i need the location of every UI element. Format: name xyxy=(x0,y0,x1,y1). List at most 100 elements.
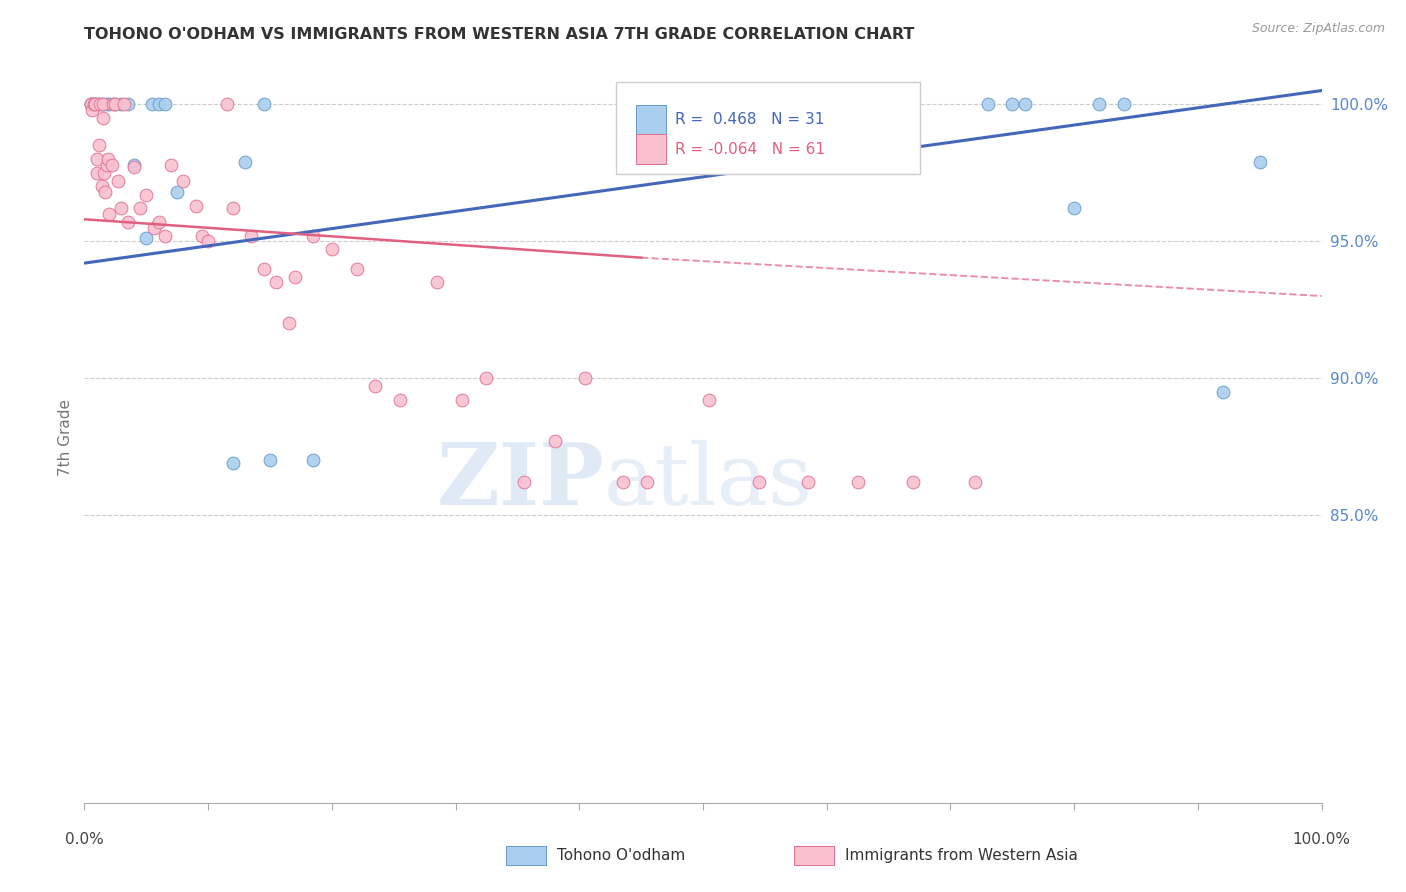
Text: Tohono O'odham: Tohono O'odham xyxy=(557,848,685,863)
Point xyxy=(184,198,207,212)
Point xyxy=(1249,154,1271,169)
Point xyxy=(122,160,145,174)
Text: atlas: atlas xyxy=(605,440,813,523)
Point xyxy=(1063,202,1085,216)
Point xyxy=(98,97,121,112)
Point xyxy=(1014,97,1036,112)
Point xyxy=(172,174,194,188)
Point xyxy=(748,475,770,490)
Point xyxy=(89,97,111,112)
Point xyxy=(222,456,245,470)
Point xyxy=(233,154,256,169)
Point xyxy=(222,202,245,216)
Point xyxy=(612,475,634,490)
Point xyxy=(302,453,325,467)
Point xyxy=(79,97,101,112)
Point xyxy=(284,269,307,284)
Text: TOHONO O'ODHAM VS IMMIGRANTS FROM WESTERN ASIA 7TH GRADE CORRELATION CHART: TOHONO O'ODHAM VS IMMIGRANTS FROM WESTER… xyxy=(84,27,915,42)
Point xyxy=(302,228,325,243)
Point xyxy=(160,157,183,171)
Point xyxy=(104,97,127,112)
Text: 100.0%: 100.0% xyxy=(1292,832,1351,847)
Point xyxy=(846,475,869,490)
Point xyxy=(197,234,219,248)
Point xyxy=(253,261,276,276)
Point xyxy=(142,220,165,235)
Point xyxy=(965,475,987,490)
Point xyxy=(80,103,103,117)
Point xyxy=(112,97,135,112)
Point xyxy=(117,215,139,229)
Point xyxy=(321,243,343,257)
Point xyxy=(253,97,276,112)
Point xyxy=(79,97,101,112)
Point xyxy=(96,157,118,171)
Point xyxy=(797,475,820,490)
Point xyxy=(86,152,108,166)
Point xyxy=(89,138,111,153)
Point xyxy=(153,97,176,112)
Point xyxy=(1112,97,1135,112)
Point xyxy=(976,97,998,112)
Point xyxy=(426,275,449,289)
Text: Immigrants from Western Asia: Immigrants from Western Asia xyxy=(845,848,1078,863)
Point xyxy=(166,185,188,199)
FancyBboxPatch shape xyxy=(636,135,666,164)
Point xyxy=(364,379,387,393)
Point xyxy=(240,228,263,243)
Point xyxy=(697,393,720,408)
Point xyxy=(86,166,108,180)
Point xyxy=(1212,384,1234,399)
Point xyxy=(1088,97,1111,112)
Text: ZIP: ZIP xyxy=(436,439,605,523)
Point xyxy=(903,475,925,490)
Point xyxy=(148,97,170,112)
Point xyxy=(93,166,115,180)
Text: 0.0%: 0.0% xyxy=(65,832,104,847)
Point xyxy=(512,475,534,490)
Point xyxy=(574,371,596,385)
Point xyxy=(104,97,127,112)
Text: R = -0.064   N = 61: R = -0.064 N = 61 xyxy=(675,142,824,157)
Point xyxy=(636,475,658,490)
Point xyxy=(346,261,368,276)
Point xyxy=(86,97,108,112)
Point xyxy=(135,231,157,245)
Point xyxy=(450,393,472,408)
Point xyxy=(135,187,157,202)
Point xyxy=(815,97,838,112)
Point xyxy=(388,393,411,408)
Point xyxy=(543,434,565,449)
Point xyxy=(89,97,111,112)
Point xyxy=(98,207,121,221)
Point xyxy=(259,453,281,467)
Point xyxy=(91,97,114,112)
Point xyxy=(475,371,498,385)
Point xyxy=(84,97,107,112)
Text: R =  0.468   N = 31: R = 0.468 N = 31 xyxy=(675,112,824,128)
Point xyxy=(107,174,129,188)
Y-axis label: 7th Grade: 7th Grade xyxy=(58,399,73,475)
Point xyxy=(94,185,117,199)
Point xyxy=(96,97,118,112)
FancyBboxPatch shape xyxy=(636,105,666,135)
Point xyxy=(91,111,114,125)
Point xyxy=(872,97,894,112)
Point xyxy=(141,97,163,112)
Point xyxy=(277,317,299,331)
Point xyxy=(91,97,114,112)
Point xyxy=(122,157,145,171)
Point xyxy=(100,157,122,171)
Point xyxy=(79,97,101,112)
Point xyxy=(110,97,132,112)
Point xyxy=(153,228,176,243)
Point xyxy=(110,202,132,216)
Point xyxy=(101,97,124,112)
Point xyxy=(215,97,238,112)
Point xyxy=(264,275,287,289)
Point xyxy=(83,97,105,112)
Point xyxy=(191,228,214,243)
Point xyxy=(117,97,139,112)
Point xyxy=(90,179,112,194)
Text: Source: ZipAtlas.com: Source: ZipAtlas.com xyxy=(1251,22,1385,36)
